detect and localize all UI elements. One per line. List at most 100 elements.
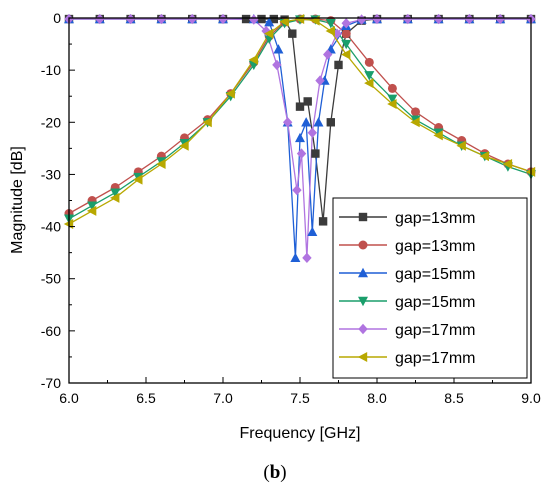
data-point-series-1 <box>257 14 266 24</box>
data-point-series-1 <box>326 118 335 127</box>
data-point-series-6 <box>456 140 466 151</box>
x-axis-label: Frequency [GHz] <box>240 425 361 442</box>
y-tick-label: -50 <box>41 271 61 287</box>
data-point-series-5 <box>218 13 228 25</box>
data-point-series-5 <box>433 13 444 25</box>
legend: gap=13mm gap=13mm gap=15mm gap=15mm gap=17mm… <box>332 197 528 379</box>
data-point-series-5 <box>315 75 325 86</box>
data-point-series-1 <box>288 29 297 38</box>
data-point-series-5 <box>464 13 475 25</box>
data-point-series-1 <box>241 14 251 24</box>
data-point-series-6 <box>364 78 374 89</box>
data-point-series-5 <box>272 59 282 71</box>
data-point-series-1 <box>334 60 343 70</box>
data-point-series-1 <box>318 217 328 226</box>
y-tick-label: -30 <box>41 166 61 182</box>
y-tick-label: -20 <box>41 114 61 130</box>
data-point-series-4 <box>87 201 98 211</box>
legend-marker <box>358 323 368 335</box>
x-tick-label: 6.5 <box>136 390 156 406</box>
data-point-series-1 <box>295 102 305 111</box>
x-tick-label: 9.0 <box>521 390 541 406</box>
data-point-series-3 <box>301 117 312 127</box>
data-point-series-2 <box>387 83 397 93</box>
data-point-series-6 <box>479 151 489 162</box>
data-point-series-6 <box>225 88 235 99</box>
data-point-series-6 <box>279 16 289 27</box>
data-point-series-3 <box>313 117 324 127</box>
data-point-series-5 <box>249 14 259 25</box>
y-tick-label: -40 <box>41 219 61 235</box>
data-point-series-6 <box>341 49 351 60</box>
legend-label: gap=13mm <box>395 210 476 227</box>
x-tick-label: 7.0 <box>213 390 233 406</box>
data-point-series-5 <box>356 14 367 25</box>
legend-marker <box>358 296 368 307</box>
y-tick-label: 0 <box>53 10 61 26</box>
y-tick-label: -60 <box>41 323 61 339</box>
data-point-series-5 <box>495 13 505 25</box>
x-tick-label: 6.0 <box>59 390 79 406</box>
data-point-series-5 <box>296 148 307 159</box>
data-point-series-5 <box>95 13 105 25</box>
caption-letter: b <box>269 462 281 483</box>
x-tick-label: 8.0 <box>367 390 387 406</box>
data-point-series-4 <box>364 71 375 81</box>
legend-marker <box>358 267 368 278</box>
data-point-series-3 <box>290 252 301 263</box>
data-point-series-5 <box>372 13 382 25</box>
data-point-series-1 <box>269 14 279 24</box>
data-point-series-5 <box>187 13 197 25</box>
legend-box <box>332 197 528 379</box>
marker-layer <box>63 13 536 264</box>
data-point-series-6 <box>433 130 443 141</box>
legend-marker <box>358 212 368 222</box>
data-point-series-5 <box>282 117 293 128</box>
x-tick-label: 7.5 <box>290 390 310 406</box>
legend-label: gap=17mm <box>395 322 476 339</box>
chart-figure: 6.0 6.5 7.0 7.5 8.0 8.5 9.0 0 -10 -20 -30 -40 -50 -60… <box>9 10 541 442</box>
data-point-series-1 <box>303 97 312 106</box>
data-point-series-2 <box>364 57 374 67</box>
data-point-series-5 <box>261 25 271 37</box>
x-tick-label: 8.5 <box>444 390 464 406</box>
data-point-series-3 <box>307 226 318 236</box>
y-tick-label: -10 <box>41 62 61 78</box>
data-point-series-6 <box>179 140 189 151</box>
y-tick-label: -70 <box>41 375 61 391</box>
legend-label: gap=15mm <box>395 266 476 283</box>
data-point-series-6 <box>133 174 143 185</box>
data-point-series-4 <box>341 39 352 50</box>
data-point-series-6 <box>110 192 120 203</box>
data-point-series-5 <box>307 127 318 138</box>
data-point-series-5 <box>292 184 302 196</box>
data-point-series-1 <box>311 149 320 158</box>
data-point-series-3 <box>295 132 305 143</box>
figure-caption: (b) <box>0 462 550 484</box>
data-point-series-5 <box>323 49 333 60</box>
data-point-series-6 <box>502 159 513 169</box>
legend-marker <box>357 352 368 362</box>
data-point-series-6 <box>202 117 212 128</box>
data-point-series-6 <box>156 159 166 169</box>
tick-layer: 6.0 6.5 7.0 7.5 8.0 8.5 9.0 0 -10 -20 -30 -40 -50 -60… <box>41 10 541 406</box>
data-point-series-4 <box>110 188 121 198</box>
data-point-series-5 <box>156 13 167 25</box>
data-point-series-6 <box>86 205 97 216</box>
data-point-series-6 <box>264 28 274 39</box>
data-point-series-6 <box>325 26 335 37</box>
data-point-series-5 <box>302 252 312 264</box>
data-point-series-5 <box>125 13 136 25</box>
y-axis-label: Magnitude [dB] <box>9 146 26 254</box>
legend-label: gap=13mm <box>395 238 476 255</box>
data-point-series-2 <box>341 29 351 39</box>
data-point-series-6 <box>387 99 397 110</box>
data-point-series-3 <box>264 16 275 27</box>
legend-label: gap=17mm <box>395 350 476 367</box>
caption-open: ( <box>263 462 270 483</box>
data-point-series-5 <box>341 18 351 29</box>
data-point-series-3 <box>273 44 284 54</box>
data-point-series-6 <box>248 54 258 65</box>
data-point-series-2 <box>411 107 420 117</box>
data-point-series-6 <box>294 14 305 25</box>
